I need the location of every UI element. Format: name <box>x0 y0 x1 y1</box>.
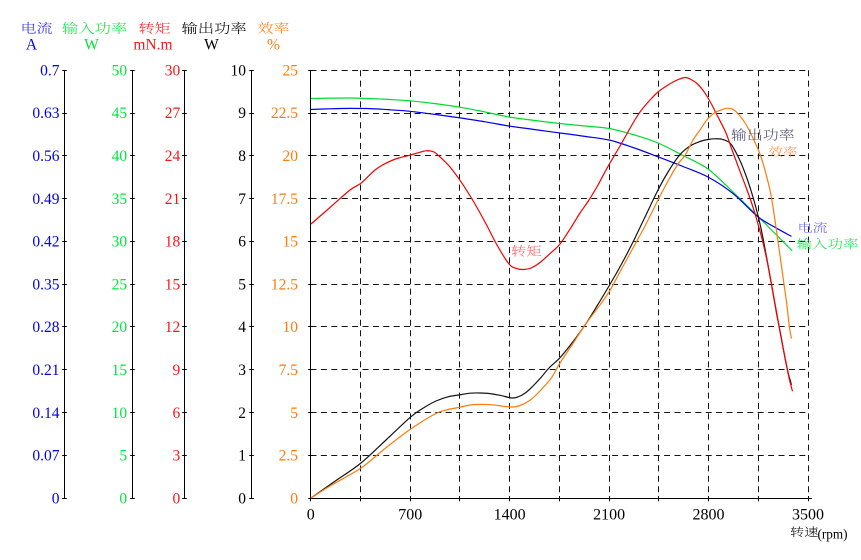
svg-text:15: 15 <box>112 362 128 379</box>
svg-text:24: 24 <box>165 148 181 165</box>
svg-text:25: 25 <box>283 62 299 79</box>
svg-text:7.5: 7.5 <box>279 362 299 379</box>
svg-text:(rpm): (rpm) <box>818 526 848 541</box>
svg-text:0: 0 <box>52 490 60 507</box>
svg-text:0.42: 0.42 <box>32 234 59 251</box>
svg-text:6: 6 <box>173 405 181 422</box>
svg-text:0.07: 0.07 <box>32 448 59 465</box>
svg-text:15: 15 <box>283 234 299 251</box>
svg-text:20: 20 <box>112 319 128 336</box>
svg-text:0.21: 0.21 <box>32 362 59 379</box>
svg-text:0: 0 <box>173 490 181 507</box>
svg-text:0: 0 <box>119 490 127 507</box>
svg-text:7: 7 <box>238 191 246 208</box>
svg-text:700: 700 <box>398 507 422 524</box>
svg-text:W: W <box>204 37 219 54</box>
svg-text:3500: 3500 <box>792 507 824 524</box>
svg-text:0.49: 0.49 <box>32 191 59 208</box>
svg-text:A: A <box>26 37 38 54</box>
svg-text:5: 5 <box>119 448 127 465</box>
svg-text:22.5: 22.5 <box>271 105 298 122</box>
svg-text:0: 0 <box>238 490 246 507</box>
svg-text:10: 10 <box>112 405 128 422</box>
svg-text:18: 18 <box>165 234 181 251</box>
svg-text:30: 30 <box>165 62 181 79</box>
svg-text:0.7: 0.7 <box>40 62 60 79</box>
svg-text:2800: 2800 <box>693 507 725 524</box>
svg-text:8: 8 <box>238 148 246 165</box>
svg-text:0.63: 0.63 <box>32 105 59 122</box>
svg-text:2100: 2100 <box>593 507 625 524</box>
svg-text:9: 9 <box>173 362 181 379</box>
svg-text:12: 12 <box>165 319 181 336</box>
svg-text:35: 35 <box>112 191 128 208</box>
svg-text:3: 3 <box>238 362 246 379</box>
svg-text:20: 20 <box>283 148 299 165</box>
svg-text:17.5: 17.5 <box>271 191 298 208</box>
svg-text:15: 15 <box>165 276 181 293</box>
svg-text:3: 3 <box>173 448 181 465</box>
svg-text:2: 2 <box>238 405 246 422</box>
svg-text:21: 21 <box>165 191 181 208</box>
svg-text:12.5: 12.5 <box>271 276 298 293</box>
svg-text:1: 1 <box>238 448 246 465</box>
svg-text:45: 45 <box>112 105 128 122</box>
svg-text:0.35: 0.35 <box>32 276 59 293</box>
svg-text:mN.m: mN.m <box>133 37 172 54</box>
svg-text:40: 40 <box>112 148 128 165</box>
svg-text:5: 5 <box>238 276 246 293</box>
svg-text:2.5: 2.5 <box>279 448 299 465</box>
svg-text:0: 0 <box>307 507 315 524</box>
svg-text:27: 27 <box>165 105 181 122</box>
svg-text:W: W <box>84 37 99 54</box>
svg-text:50: 50 <box>112 62 128 79</box>
svg-text:0.14: 0.14 <box>32 405 59 422</box>
svg-text:30: 30 <box>112 234 128 251</box>
svg-text:0.56: 0.56 <box>32 148 59 165</box>
svg-text:0.28: 0.28 <box>32 319 59 336</box>
svg-text:25: 25 <box>112 276 128 293</box>
svg-text:6: 6 <box>238 234 246 251</box>
svg-text:5: 5 <box>290 405 298 422</box>
svg-text:9: 9 <box>238 105 246 122</box>
svg-text:%: % <box>267 37 280 54</box>
svg-text:4: 4 <box>238 319 246 336</box>
svg-text:10: 10 <box>283 319 299 336</box>
svg-text:0: 0 <box>290 490 298 507</box>
svg-text:1400: 1400 <box>494 507 526 524</box>
svg-text:10: 10 <box>231 62 247 79</box>
